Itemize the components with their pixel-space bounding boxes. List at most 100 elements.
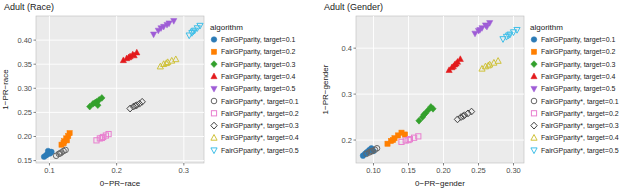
point xyxy=(391,137,396,142)
point xyxy=(406,137,411,142)
tick-label: 0.15 xyxy=(401,166,416,175)
point xyxy=(460,113,466,120)
grid-line xyxy=(36,64,204,65)
legend-label: FairGPparity, target=0.4 xyxy=(221,73,295,81)
legend-marker xyxy=(211,122,217,129)
legend-label: FairGPparity*, target=0.5 xyxy=(221,147,299,155)
grid-line xyxy=(478,16,479,163)
point xyxy=(173,56,179,62)
legend: algorithm FairGPparity, target=0.1 FairGPp… xyxy=(530,23,619,155)
point xyxy=(139,98,145,105)
point xyxy=(67,131,72,136)
point xyxy=(63,147,69,153)
tick-label: 0.40 xyxy=(17,36,32,45)
tick-mark xyxy=(34,64,37,65)
point xyxy=(94,138,99,143)
point xyxy=(430,105,436,112)
tick-mark xyxy=(354,94,357,95)
legend-label: FairGPparity*, target=0.1 xyxy=(221,98,299,106)
legend-label: FairGPparity*, target=0.2 xyxy=(221,110,299,118)
legend-marker xyxy=(211,111,216,116)
legend-label: FairGPparity*, target=0.1 xyxy=(541,98,619,106)
figure: Adult (Race)0.10.20.30.150.200.250.300.3… xyxy=(0,0,640,194)
axis-title: 0−PR−race xyxy=(100,179,141,188)
grid-line xyxy=(36,160,204,161)
chart-panel: Adult (Gender)0.100.150.200.250.300.20.3… xyxy=(321,2,619,188)
grid-line xyxy=(356,140,524,141)
point xyxy=(453,60,459,66)
point xyxy=(374,146,380,152)
legend-label: FairGPparity, target=0.1 xyxy=(541,36,615,44)
tick-mark xyxy=(354,140,357,141)
legend-marker xyxy=(211,98,217,104)
point xyxy=(99,95,105,102)
legend-label: FairGPparity, target=0.5 xyxy=(221,85,295,93)
point xyxy=(416,134,421,139)
tick-label: 0.3 xyxy=(342,90,352,99)
legend-title: algorithm xyxy=(210,23,243,32)
tick-label: 0.30 xyxy=(506,166,521,175)
legend-marker xyxy=(531,111,536,116)
grid-line xyxy=(49,16,50,163)
legend-label: FairGPparity*, target=0.4 xyxy=(221,134,299,142)
marks xyxy=(41,19,203,160)
point xyxy=(368,149,374,155)
tick-label: 0.10 xyxy=(366,166,381,175)
tick-label: 0.3 xyxy=(179,166,189,175)
legend-label: FairGPparity, target=0.1 xyxy=(221,36,295,44)
grid-line xyxy=(356,48,524,49)
point xyxy=(190,29,196,35)
point xyxy=(57,151,63,157)
point xyxy=(99,135,104,140)
tick-mark xyxy=(34,160,37,161)
grid-line xyxy=(36,88,204,89)
grid-line xyxy=(183,16,184,163)
plot-area xyxy=(36,16,204,163)
legend-marker xyxy=(531,86,537,92)
grid-line xyxy=(356,94,524,95)
tick-label: 0.30 xyxy=(17,84,32,93)
legend-label: FairGPparity*, target=0.3 xyxy=(541,122,619,130)
legend-marker xyxy=(211,37,217,43)
plot-area xyxy=(356,16,524,163)
tick-label: 0.25 xyxy=(17,108,32,117)
legend-label: FairGPparity*, target=0.3 xyxy=(221,122,299,130)
point xyxy=(61,141,66,146)
axis-title: 1−PR−race xyxy=(1,69,10,110)
chart-title: Adult (Race) xyxy=(4,2,54,12)
point xyxy=(485,62,491,68)
legend-marker xyxy=(531,49,536,54)
point xyxy=(132,102,138,109)
point xyxy=(197,23,203,29)
point xyxy=(171,19,177,25)
tick-label: 0.25 xyxy=(471,166,486,175)
tick-label: 0.15 xyxy=(17,156,32,165)
legend-marker xyxy=(211,73,217,79)
point xyxy=(421,111,427,118)
grid-line xyxy=(36,40,204,41)
grid-line xyxy=(36,112,204,113)
tick-mark xyxy=(354,48,357,49)
legend-label: FairGPparity*, target=0.5 xyxy=(541,147,619,155)
point xyxy=(484,24,490,30)
point xyxy=(164,22,170,28)
point xyxy=(457,56,463,62)
legend-marker xyxy=(211,86,217,92)
point xyxy=(477,27,483,33)
marks xyxy=(360,21,520,159)
point xyxy=(126,54,132,60)
point xyxy=(131,52,137,58)
axis-title: 0−PR−gender xyxy=(415,179,465,188)
tick-label: 0.20 xyxy=(17,132,32,141)
grid-line xyxy=(116,16,117,163)
point xyxy=(106,131,111,136)
legend-title: algorithm xyxy=(530,23,563,32)
legend: algorithm FairGPparity, target=0.1 FairGPp… xyxy=(210,23,299,155)
legend-marker xyxy=(531,73,537,79)
legend-marker xyxy=(531,135,537,141)
point xyxy=(468,108,474,115)
legend-marker xyxy=(211,135,217,141)
tick-label: 0.2 xyxy=(342,136,352,145)
axis-title: 1−PR−gender xyxy=(321,64,330,114)
legend-label: FairGPparity, target=0.3 xyxy=(221,61,295,69)
